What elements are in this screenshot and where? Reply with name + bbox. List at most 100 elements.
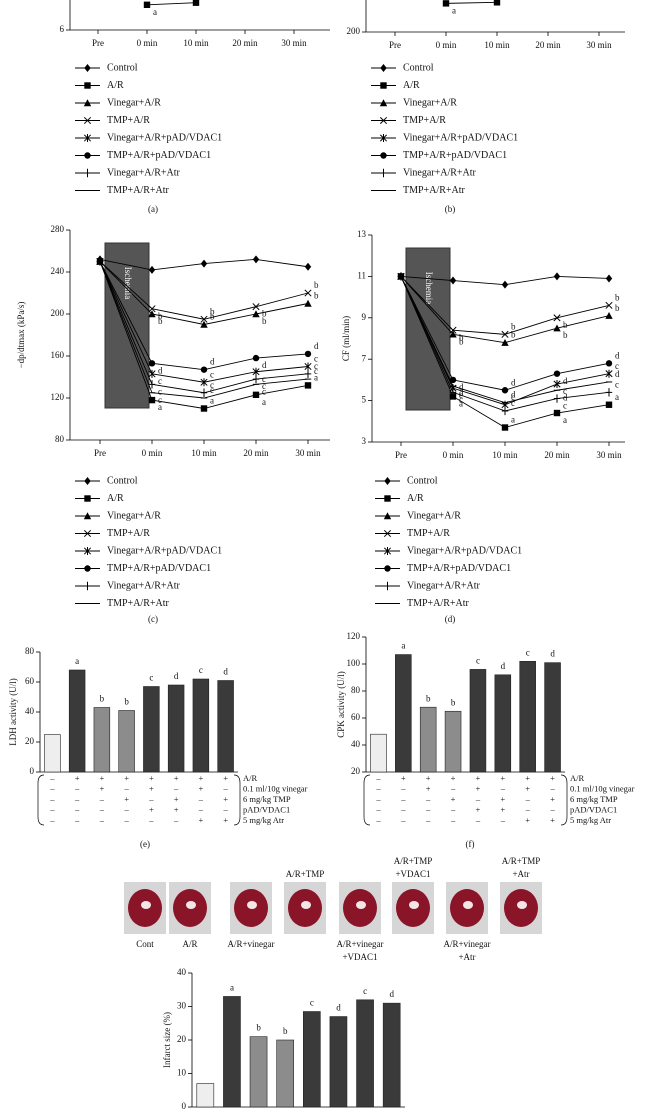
condition-sign: – bbox=[223, 804, 229, 814]
condition-sign: – bbox=[198, 804, 204, 814]
condition-sign: – bbox=[549, 804, 555, 814]
bar bbox=[302, 1011, 321, 1108]
condition-sign: + bbox=[99, 783, 104, 793]
bar bbox=[44, 734, 61, 773]
y-tick-label: 11 bbox=[357, 270, 366, 280]
heart-label: A/R+vinegar bbox=[227, 939, 274, 949]
marker bbox=[442, 0, 450, 7]
significance-letter: a bbox=[459, 399, 463, 409]
marker bbox=[380, 82, 387, 89]
y-tick-label: 3 bbox=[362, 436, 367, 446]
marker bbox=[304, 262, 312, 271]
significance-letter: d bbox=[174, 671, 179, 681]
bar bbox=[444, 710, 462, 773]
legend-label: Control bbox=[107, 475, 138, 486]
significance-letter: b bbox=[563, 320, 568, 330]
legend-label: Vinegar+A/R+pAD/VDAC1 bbox=[107, 132, 222, 143]
y-tick-label: 40 bbox=[351, 739, 361, 749]
marker bbox=[200, 259, 208, 268]
marker bbox=[148, 380, 156, 389]
marker bbox=[553, 409, 561, 417]
significance-letter: c bbox=[199, 665, 203, 675]
legend-label: Vinegar+A/R bbox=[403, 97, 457, 108]
significance-letter: b bbox=[283, 1026, 288, 1036]
condition-sign: – bbox=[475, 794, 481, 804]
marker bbox=[384, 565, 391, 572]
y-tick-label: 0 bbox=[182, 1101, 187, 1110]
significance-letter: d bbox=[615, 350, 620, 360]
legend-label: Control bbox=[107, 62, 138, 73]
legend-label: Vinegar+A/R+Atr bbox=[107, 167, 181, 178]
legend-label: TMP+A/R+pAD/VDAC1 bbox=[107, 150, 211, 161]
condition-sign: + bbox=[198, 815, 203, 825]
significance-letter: c bbox=[476, 655, 480, 665]
caption: (e) bbox=[140, 839, 150, 849]
significance-letter: b bbox=[262, 316, 267, 326]
bar bbox=[356, 999, 374, 1108]
bar bbox=[494, 674, 512, 773]
significance-letter: d bbox=[501, 661, 506, 671]
y-tick-label: 280 bbox=[51, 224, 65, 234]
condition-sign: + bbox=[525, 783, 530, 793]
condition-sign: + bbox=[451, 773, 456, 783]
condition-sign: – bbox=[450, 804, 456, 814]
significance-letter: b bbox=[158, 316, 163, 326]
significance-letter: c bbox=[314, 361, 318, 371]
y-tick-label: 9 bbox=[362, 312, 367, 322]
heart-label: +VDAC1 bbox=[342, 952, 377, 962]
significance-letter: c bbox=[262, 381, 266, 391]
x-tick-label: 0 min bbox=[137, 38, 158, 48]
condition-sign: + bbox=[223, 794, 228, 804]
x-tick-label: 20 min bbox=[243, 448, 269, 458]
condition-sign: + bbox=[476, 804, 481, 814]
legend-label: Vinegar+A/R+pAD/VDAC1 bbox=[403, 132, 518, 143]
condition-label: 5 mg/kg Atr bbox=[243, 815, 284, 825]
marker bbox=[553, 272, 561, 281]
marker bbox=[380, 64, 387, 72]
y-tick-label: 20 bbox=[351, 766, 361, 776]
significance-letter: c bbox=[615, 379, 619, 389]
marker bbox=[379, 134, 388, 142]
condition-label: 6 mg/kg TMP bbox=[570, 794, 618, 804]
x-tick-label: 0 min bbox=[436, 40, 457, 50]
marker bbox=[553, 314, 561, 322]
bar bbox=[382, 1002, 401, 1108]
marker bbox=[200, 388, 208, 397]
condition-sign: – bbox=[124, 804, 130, 814]
significance-letter: a bbox=[452, 5, 456, 15]
significance-letter: c bbox=[210, 369, 214, 379]
condition-sign: – bbox=[173, 783, 179, 793]
significance-letter: c bbox=[314, 354, 318, 364]
heart-image bbox=[141, 901, 151, 909]
bar bbox=[143, 686, 160, 773]
x-tick-label: Pre bbox=[92, 38, 104, 48]
heart-label: A/R+TMP bbox=[286, 869, 325, 879]
marker bbox=[84, 152, 91, 159]
bracket bbox=[233, 774, 241, 826]
caption: (d) bbox=[445, 614, 456, 624]
heart-image bbox=[186, 901, 196, 909]
condition-sign: – bbox=[375, 783, 381, 793]
condition-sign: – bbox=[375, 804, 381, 814]
y-axis-label: LDH activity (U/l) bbox=[8, 678, 18, 745]
condition-sign: + bbox=[500, 794, 505, 804]
condition-sign: – bbox=[549, 783, 555, 793]
significance-letter: c bbox=[459, 394, 463, 404]
heart-label: A/R bbox=[182, 939, 197, 949]
condition-sign: – bbox=[74, 804, 80, 814]
marker bbox=[501, 330, 509, 338]
marker bbox=[379, 99, 388, 107]
significance-letter: a bbox=[511, 415, 515, 425]
condition-label: 0.1 ml/10g vinegar bbox=[570, 783, 635, 793]
condition-sign: – bbox=[49, 794, 55, 804]
legend-label: Vinegar+A/R+pAD/VDAC1 bbox=[107, 545, 222, 556]
x-tick-label: 30 min bbox=[295, 448, 321, 458]
condition-label: 0.1 ml/10g vinegar bbox=[243, 783, 308, 793]
x-tick-label: 10 min bbox=[183, 38, 209, 48]
significance-letter: d bbox=[550, 649, 555, 659]
x-tick-label: 20 min bbox=[535, 40, 561, 50]
significance-letter: c bbox=[310, 998, 314, 1008]
marker bbox=[83, 547, 92, 555]
y-tick-label: 40 bbox=[177, 967, 187, 977]
condition-label: 6 mg/kg TMP bbox=[243, 794, 291, 804]
